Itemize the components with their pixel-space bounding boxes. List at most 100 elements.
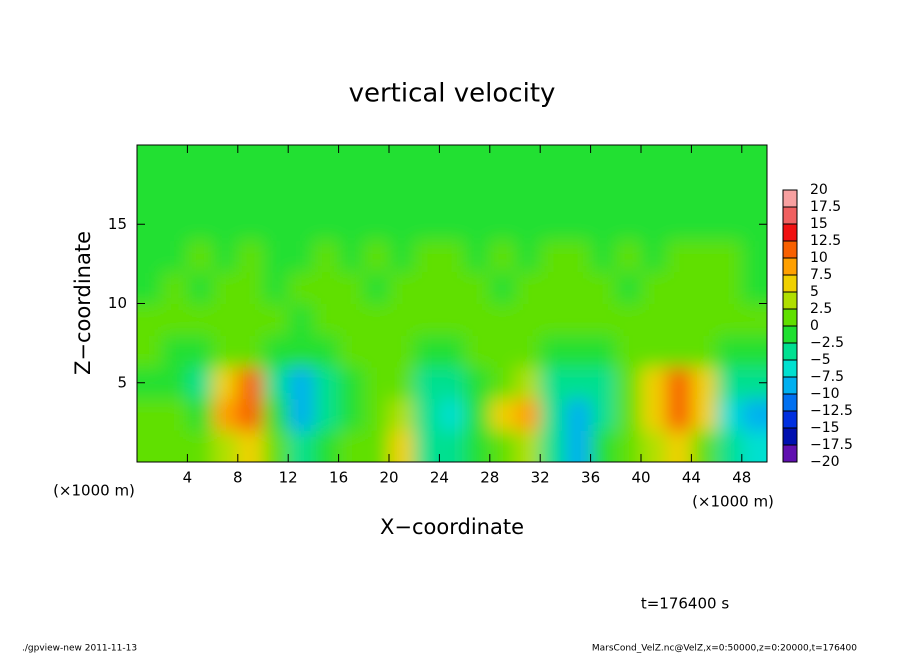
cell [162,366,188,400]
x-tick-label: 44 [682,469,701,487]
cell [641,240,667,273]
cell [212,366,239,400]
cell [212,398,239,431]
cell [489,271,516,304]
cell [691,398,718,431]
cell [363,335,390,368]
cell [313,271,340,304]
cell [641,145,667,178]
cell [666,366,692,400]
cell [615,303,642,336]
cell [414,176,440,209]
cell [741,176,767,209]
cell [565,208,592,241]
colorbar-label: 2.5 [810,301,832,317]
cell [565,398,592,431]
cell [414,335,440,368]
x-tick-label: 36 [581,469,600,487]
cell [439,303,466,336]
cell [515,145,541,178]
cell [489,145,516,178]
cell [691,271,718,304]
cell [489,240,516,273]
cell [389,176,415,209]
cell [540,240,566,273]
cell [389,271,415,304]
colorbar-label: −17.5 [810,437,853,453]
cell [590,240,617,273]
cell [439,176,466,209]
cell [489,398,516,431]
x-tick-label: 24 [430,469,449,487]
cell [691,240,718,273]
cell [263,145,289,178]
cell [716,366,743,400]
cell [565,430,592,462]
x-tick-label: 8 [233,469,243,487]
colorbar-swatch [783,326,797,343]
cell [691,145,718,178]
colorbar-label: −20 [810,454,840,470]
cell [540,335,566,368]
cell [540,303,566,336]
cell [162,335,188,368]
cell [615,145,642,178]
cell [263,398,289,431]
cell [288,240,314,273]
cell [313,366,340,400]
cell [565,145,592,178]
colorbar-swatch [783,207,797,224]
cell [615,398,642,431]
cell [590,430,617,462]
cell [237,398,264,431]
cell [363,366,390,400]
cell [363,240,390,273]
cell [389,145,415,178]
cell [212,303,239,336]
cell [414,208,440,241]
cell [464,366,491,400]
cell [464,176,491,209]
cell [590,271,617,304]
cell [641,398,667,431]
cell [590,208,617,241]
colorbar-swatch [783,190,797,207]
cell [414,366,440,400]
cells [137,145,767,462]
cell [162,145,188,178]
cell [389,208,415,241]
cell [263,271,289,304]
cell [187,366,214,400]
cell [338,430,365,462]
cell [288,176,314,209]
colorbar-label: −10 [810,386,840,402]
cell [313,335,340,368]
x-tick-label: 40 [631,469,650,487]
colorbar-swatch [783,360,797,377]
cell [489,208,516,241]
cell [716,430,743,462]
cell [363,145,390,178]
cell [338,271,365,304]
cell [489,303,516,336]
colorbar-label: 10 [810,250,828,266]
cell [666,240,692,273]
cell [590,303,617,336]
cell [439,145,466,178]
cell [615,271,642,304]
cell [515,398,541,431]
cell [540,398,566,431]
cell [137,145,163,178]
cell [389,303,415,336]
colorbar-label: 5 [810,284,819,300]
cell [691,366,718,400]
colorbar-label: −5 [810,352,831,368]
cell [641,303,667,336]
cell [237,145,264,178]
cell [187,176,214,209]
colorbar-swatch [783,411,797,428]
cell [237,335,264,368]
cell [590,145,617,178]
cell [237,240,264,273]
